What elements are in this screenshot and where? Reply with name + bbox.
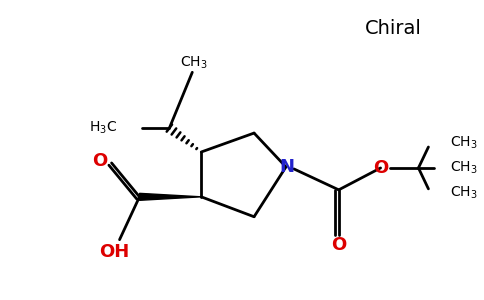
Text: CH$_3$: CH$_3$ <box>450 135 478 151</box>
Polygon shape <box>139 193 201 200</box>
Text: O: O <box>331 236 347 253</box>
Text: OH: OH <box>99 243 130 261</box>
Text: N: N <box>279 158 294 176</box>
Text: CH$_3$: CH$_3$ <box>450 184 478 201</box>
Text: O: O <box>373 159 388 177</box>
Text: CH$_3$: CH$_3$ <box>450 160 478 176</box>
Text: CH$_3$: CH$_3$ <box>181 54 208 70</box>
Text: H$_3$C: H$_3$C <box>90 120 118 136</box>
Text: O: O <box>92 152 107 170</box>
Text: Chiral: Chiral <box>365 19 422 38</box>
